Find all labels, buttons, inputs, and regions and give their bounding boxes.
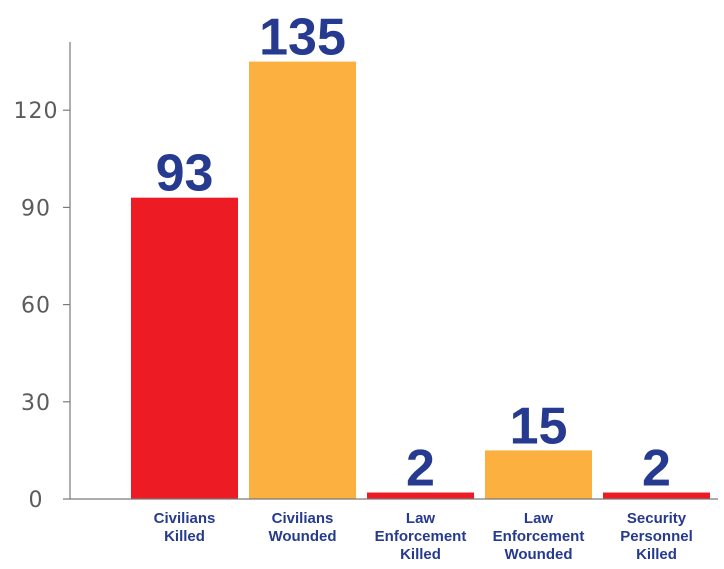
y-tick-label: 60: [21, 294, 51, 319]
bar: [367, 492, 474, 499]
bars: [131, 61, 710, 499]
y-axis-ticks: 0 30 60 90 120: [14, 99, 70, 513]
y-tick-label: 120: [14, 99, 59, 124]
data-label: 135: [259, 9, 346, 67]
bar: [249, 61, 356, 499]
bar: [603, 492, 710, 499]
value-labels: 93 135 2 15 2: [156, 9, 671, 498]
category-label: Security Personnel Killed: [620, 510, 693, 563]
axis-lines: [69, 42, 718, 500]
data-label: 15: [510, 397, 568, 455]
bar: [131, 197, 238, 499]
category-label: Law Enforcement Wounded: [493, 510, 585, 563]
category-labels: Civilians Killed Civilians Wounded Law Enforc…: [154, 510, 693, 563]
y-tick-label: 30: [21, 391, 51, 416]
category-label: Law Enforcement Killed: [375, 510, 467, 563]
bar: [485, 450, 592, 499]
y-tick-label: 90: [21, 196, 51, 221]
category-label: Civilians Killed: [154, 510, 216, 545]
y-tick-label: 0: [29, 488, 44, 513]
data-label: 2: [406, 440, 435, 498]
data-label: 93: [156, 145, 214, 203]
category-label: Civilians Wounded: [268, 510, 336, 545]
data-label: 2: [642, 440, 671, 498]
